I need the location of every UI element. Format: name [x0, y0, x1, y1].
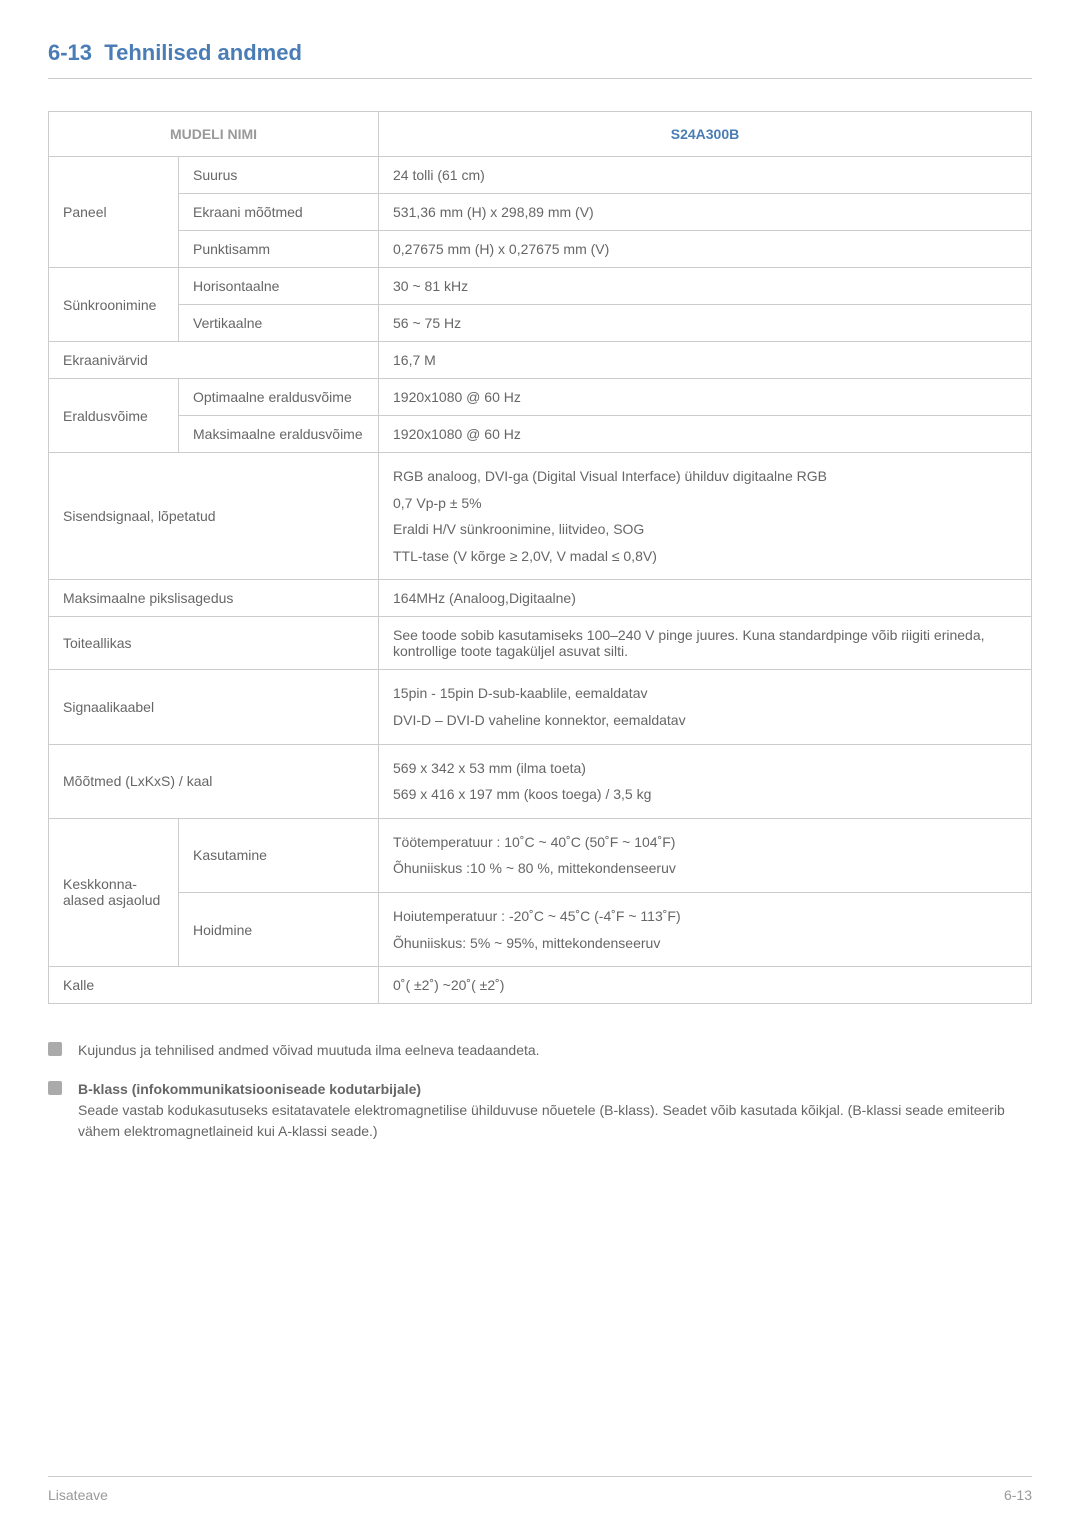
table-row: Vertikaalne 56 ~ 75 Hz [49, 305, 1032, 342]
note-text: B-klass (infokommunikatsiooniseade kodut… [78, 1079, 1032, 1142]
row-punktisamm-label: Punktisamm [179, 231, 379, 268]
table-row: Punktisamm 0,27675 mm (H) x 0,27675 mm (… [49, 231, 1032, 268]
note-icon [48, 1042, 62, 1056]
row-paneel-label: Paneel [49, 157, 179, 268]
table-row: Maksimaalne pikslisagedus 164MHz (Analoo… [49, 580, 1032, 617]
row-vertikaalne-value: 56 ~ 75 Hz [379, 305, 1032, 342]
table-row: Sisendsignaal, lõpetatud RGB analoog, DV… [49, 453, 1032, 580]
row-ekraanivarvid-label: Ekraanivärvid [49, 342, 379, 379]
note-item: Kujundus ja tehnilised andmed võivad muu… [48, 1040, 1032, 1061]
row-suurus-value: 24 tolli (61 cm) [379, 157, 1032, 194]
footer-left: Lisateave [48, 1487, 108, 1503]
section-divider [48, 78, 1032, 79]
row-maxpiksli-value: 164MHz (Analoog,Digitaalne) [379, 580, 1032, 617]
row-eraldusvoime-label: Eraldusvõime [49, 379, 179, 453]
header-model-value: S24A300B [379, 112, 1032, 157]
signaalikaabel-line1: 15pin - 15pin D-sub-kaablile, eemaldatav [393, 680, 1017, 707]
sisendsignaal-line3: Eraldi H/V sünkroonimine, liitvideo, SOG [393, 516, 1017, 543]
row-keskkonna-label: Keskkonna­alased asja­olud [49, 818, 179, 966]
table-row: Keskkonna­alased asja­olud Kasutamine Tö… [49, 818, 1032, 892]
hoidmine-line1: Hoiutemperatuur : -20˚C ~ 45˚C (-4˚F ~ 1… [393, 903, 1017, 930]
note-item: B-klass (infokommunikatsiooniseade kodut… [48, 1079, 1032, 1142]
row-maxeraldus-value: 1920x1080 @ 60 Hz [379, 416, 1032, 453]
row-toiteallikas-label: Toiteallikas [49, 617, 379, 670]
footer-right: 6-13 [1004, 1487, 1032, 1503]
mootmed-line2: 569 x 416 x 197 mm (koos toega) / 3,5 kg [393, 781, 1017, 808]
section-number: 6-13 [48, 40, 92, 65]
table-row: Signaalikaabel 15pin - 15pin D-sub-kaabl… [49, 670, 1032, 744]
hoidmine-line2: Õhuniiskus: 5% ~ 95%, mittekondenseeruv [393, 930, 1017, 957]
section-title-text: Tehnilised andmed [104, 40, 302, 65]
row-toiteallikas-value: See toode sobib kasutamiseks 100–240 V p… [379, 617, 1032, 670]
row-ekraani-value: 531,36 mm (H) x 298,89 mm (V) [379, 194, 1032, 231]
row-kalle-label: Kalle [49, 967, 379, 1004]
kasutamine-line1: Töötemperatuur : 10˚C ~ 40˚C (50˚F ~ 104… [393, 829, 1017, 856]
row-maxpiksli-label: Maksimaalne pikslisagedus [49, 580, 379, 617]
sisendsignaal-line4: TTL-tase (V kõrge ≥ 2,0V, V madal ≤ 0,8V… [393, 543, 1017, 570]
row-punktisamm-value: 0,27675 mm (H) x 0,27675 mm (V) [379, 231, 1032, 268]
row-kasutamine-label: Kasutamine [179, 818, 379, 892]
table-row: Ekraani mõõtmed 531,36 mm (H) x 298,89 m… [49, 194, 1032, 231]
note-body: Seade vastab kodukasutuseks esitatavatel… [78, 1100, 1032, 1142]
table-row: Toiteallikas See toode sobib kasutamisek… [49, 617, 1032, 670]
note-icon [48, 1081, 62, 1095]
row-optimaalne-label: Optimaalne eraldusvõime [179, 379, 379, 416]
table-row: Sünkroonim­ine Horisontaalne 30 ~ 81 kHz [49, 268, 1032, 305]
row-horisontaalne-label: Horisontaalne [179, 268, 379, 305]
table-header-row: MUDELI NIMI S24A300B [49, 112, 1032, 157]
page-footer: Lisateave 6-13 [48, 1476, 1032, 1503]
section-title: 6-13 Tehnilised andmed [48, 40, 1032, 66]
note-title: B-klass (infokommunikatsiooniseade kodut… [78, 1079, 1032, 1100]
table-row: Mõõtmed (LxKxS) / kaal 569 x 342 x 53 mm… [49, 744, 1032, 818]
footer-divider [48, 1476, 1032, 1477]
kasutamine-line2: Õhuniiskus :10 % ~ 80 %, mittekondenseer… [393, 855, 1017, 882]
table-row: Paneel Suurus 24 tolli (61 cm) [49, 157, 1032, 194]
signaalikaabel-line2: DVI-D – DVI-D vaheline konnektor, eemald… [393, 707, 1017, 734]
table-row: Kalle 0˚( ±2˚) ~20˚( ±2˚) [49, 967, 1032, 1004]
notes-section: Kujundus ja tehnilised andmed võivad muu… [48, 1040, 1032, 1142]
row-sisendsignaal-label: Sisendsignaal, lõpetatud [49, 453, 379, 580]
footer-row: Lisateave 6-13 [48, 1487, 1032, 1503]
row-mootmed-value: 569 x 342 x 53 mm (ilma toeta) 569 x 416… [379, 744, 1032, 818]
table-row: Eraldusvõime Optimaalne eraldusvõime 192… [49, 379, 1032, 416]
spec-table: MUDELI NIMI S24A300B Paneel Suurus 24 to… [48, 111, 1032, 1004]
row-ekraanivarvid-value: 16,7 M [379, 342, 1032, 379]
row-mootmed-label: Mõõtmed (LxKxS) / kaal [49, 744, 379, 818]
note-text: Kujundus ja tehnilised andmed võivad muu… [78, 1040, 1032, 1061]
row-signaalikaabel-label: Signaalikaabel [49, 670, 379, 744]
row-horisontaalne-value: 30 ~ 81 kHz [379, 268, 1032, 305]
row-vertikaalne-label: Vertikaalne [179, 305, 379, 342]
table-row: Ekraanivärvid 16,7 M [49, 342, 1032, 379]
sisendsignaal-line1: RGB analoog, DVI-ga (Digital Visual Inte… [393, 463, 1017, 490]
row-kasutamine-value: Töötemperatuur : 10˚C ~ 40˚C (50˚F ~ 104… [379, 818, 1032, 892]
table-row: Maksimaalne eraldus­võime 1920x1080 @ 60… [49, 416, 1032, 453]
header-model-name: MUDELI NIMI [49, 112, 379, 157]
row-maxeraldus-label: Maksimaalne eraldus­võime [179, 416, 379, 453]
mootmed-line1: 569 x 342 x 53 mm (ilma toeta) [393, 755, 1017, 782]
row-signaalikaabel-value: 15pin - 15pin D-sub-kaablile, eemaldatav… [379, 670, 1032, 744]
row-ekraani-label: Ekraani mõõtmed [179, 194, 379, 231]
row-kalle-value: 0˚( ±2˚) ~20˚( ±2˚) [379, 967, 1032, 1004]
row-optimaalne-value: 1920x1080 @ 60 Hz [379, 379, 1032, 416]
table-row: Hoidmine Hoiutemperatuur : -20˚C ~ 45˚C … [49, 892, 1032, 966]
row-sisendsignaal-value: RGB analoog, DVI-ga (Digital Visual Inte… [379, 453, 1032, 580]
row-sunkroon-label: Sünkroonim­ine [49, 268, 179, 342]
row-hoidmine-label: Hoidmine [179, 892, 379, 966]
sisendsignaal-line2: 0,7 Vp-p ± 5% [393, 490, 1017, 517]
row-hoidmine-value: Hoiutemperatuur : -20˚C ~ 45˚C (-4˚F ~ 1… [379, 892, 1032, 966]
row-suurus-label: Suurus [179, 157, 379, 194]
